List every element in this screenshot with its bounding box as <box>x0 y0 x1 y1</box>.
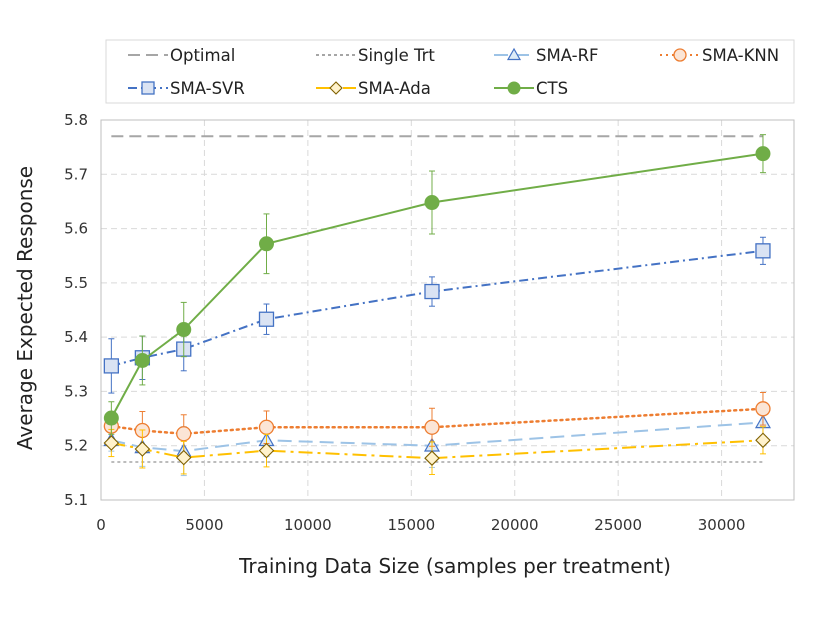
series-layer <box>103 134 772 477</box>
data-point-diamond <box>103 435 120 451</box>
data-point-filled-circle <box>424 195 440 211</box>
legend-label: SMA-SVR <box>170 79 245 98</box>
series-line <box>111 421 764 453</box>
series-cts <box>103 134 771 435</box>
x-tick-label: 10000 <box>284 516 332 534</box>
data-point-diamond <box>258 442 275 459</box>
y-tick-label: 5.1 <box>64 491 88 509</box>
plot-frame <box>100 119 795 501</box>
x-axis-title: Training Data Size (samples per treatmen… <box>238 554 671 578</box>
data-point-square <box>755 243 771 259</box>
series-sma-ada <box>103 426 771 475</box>
legend-label: SMA-RF <box>536 46 599 65</box>
legend-entry: SMA-KNN <box>660 46 779 65</box>
legend-label: Single Trt <box>358 46 435 65</box>
y-tick-label: 5.4 <box>64 328 88 346</box>
data-point-filled-circle <box>134 352 150 368</box>
legend: Optimal Single Trt SMA-RF SMA-KNN SMA-SVR SMA… <box>128 46 779 98</box>
data-point-circle <box>176 426 192 442</box>
legend-entry: SMA-SVR <box>128 79 245 98</box>
y-tick-label: 5.5 <box>64 274 88 292</box>
data-point-diamond <box>134 441 151 457</box>
data-point-square <box>258 311 275 327</box>
data-point-filled-circle <box>755 146 771 162</box>
data-point-square <box>103 358 119 374</box>
y-tick-labels: 5.1 5.2 5.3 5.4 5.5 5.6 5.7 5.8 <box>64 111 88 509</box>
data-point-diamond <box>424 450 440 466</box>
legend-label: SMA-Ada <box>358 79 431 98</box>
series-line <box>110 152 764 419</box>
data-point-filled-circle <box>176 322 192 338</box>
data-point-filled-circle <box>103 410 119 426</box>
data-point-diamond <box>175 449 192 466</box>
legend-entry: SMA-Ada <box>316 79 431 98</box>
y-tick-label: 5.2 <box>64 437 88 455</box>
data-point-square <box>424 283 440 300</box>
y-tick-label: 5.3 <box>64 382 88 400</box>
data-point-square <box>141 81 155 95</box>
legend-entry: Optimal <box>128 46 235 65</box>
data-point-filled-circle <box>258 236 274 252</box>
data-point-triangle <box>506 47 522 61</box>
legend-entry: Single Trt <box>316 46 435 65</box>
y-tick-label: 5.8 <box>64 111 88 129</box>
data-point-filled-circle <box>507 81 521 95</box>
y-axis-title: Average Expected Response <box>13 166 37 450</box>
data-point-circle <box>673 48 687 62</box>
x-tick-labels: 0 5000 10000 15000 20000 25000 30000 <box>96 516 745 534</box>
x-tick-label: 30000 <box>698 516 746 534</box>
x-tick-label: 20000 <box>491 516 539 534</box>
data-point-diamond <box>329 81 343 95</box>
x-tick-label: 25000 <box>594 516 642 534</box>
legend-entry: SMA-RF <box>494 46 599 65</box>
data-point-circle <box>424 419 440 435</box>
data-point-circle <box>258 419 275 435</box>
y-tick-label: 5.7 <box>64 165 88 183</box>
y-tick-label: 5.6 <box>64 220 88 238</box>
legend-label: Optimal <box>170 46 235 65</box>
data-point-diamond <box>755 432 771 449</box>
x-tick-label: 0 <box>96 516 106 534</box>
legend-entry: CTS <box>494 79 568 98</box>
legend-label: CTS <box>536 79 568 98</box>
data-point-circle <box>755 401 771 417</box>
legend-label: SMA-KNN <box>702 46 779 65</box>
x-tick-label: 15000 <box>387 516 435 534</box>
series-line <box>111 439 764 460</box>
x-tick-label: 5000 <box>185 516 223 534</box>
